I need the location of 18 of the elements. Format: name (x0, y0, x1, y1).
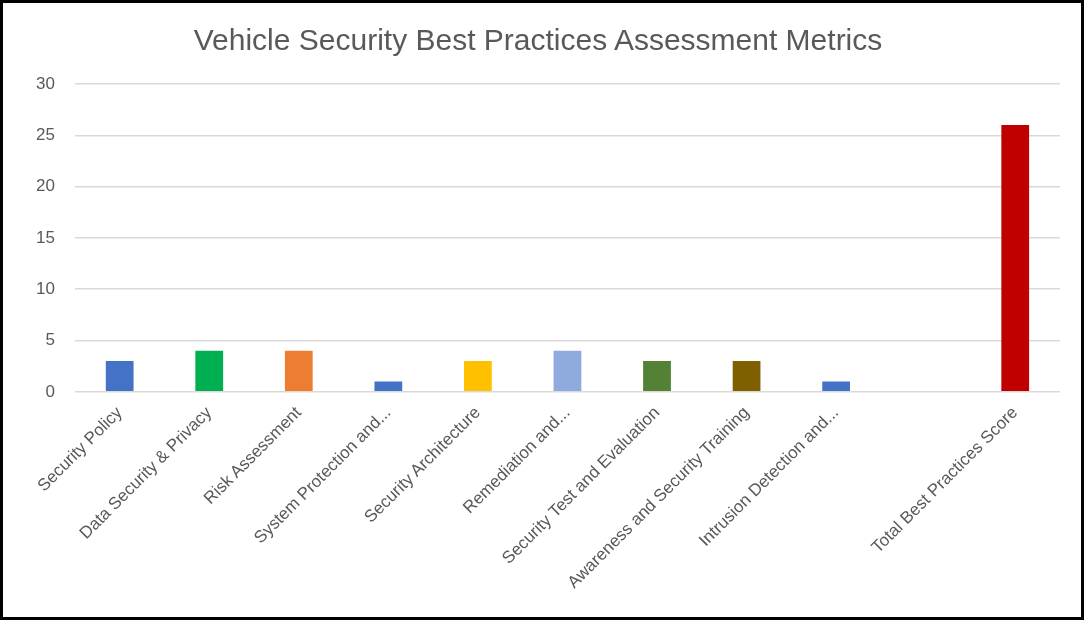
bar (195, 350, 224, 392)
bar (643, 361, 671, 392)
y-tick-label: 10 (35, 278, 55, 298)
bar (374, 381, 403, 392)
y-tick-label: 0 (45, 381, 55, 401)
y-tick-label: 30 (35, 73, 55, 93)
y-tick-label: 5 (45, 330, 55, 350)
bar (284, 350, 313, 392)
bar (1001, 125, 1030, 392)
bar (732, 361, 761, 392)
y-tick-label: 25 (35, 125, 55, 144)
bar (105, 361, 134, 392)
y-tick-label: 20 (35, 176, 55, 196)
y-tick-label: 15 (35, 227, 55, 247)
bar (553, 350, 582, 392)
bar (822, 381, 850, 392)
bar (464, 361, 492, 392)
chart-title: Vehicle Security Best Practices Assessment Metrics (193, 23, 883, 57)
